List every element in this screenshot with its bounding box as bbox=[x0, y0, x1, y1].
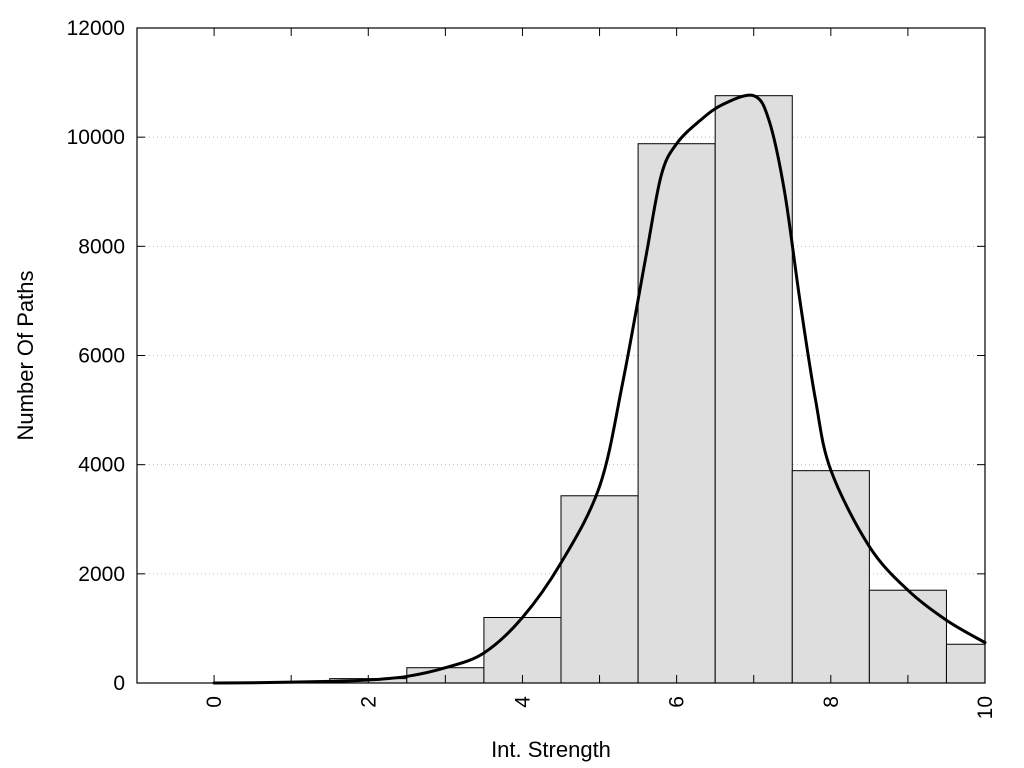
bar bbox=[791, 470, 870, 684]
y-tick-label: 12000 bbox=[67, 17, 125, 40]
x-tick-label: 8 bbox=[820, 696, 843, 708]
y-tick-label: 6000 bbox=[78, 345, 125, 368]
y-tick-label: 4000 bbox=[78, 454, 125, 477]
x-tick-label: 10 bbox=[974, 696, 997, 719]
y-tick-label: 0 bbox=[113, 672, 125, 695]
y-tick-label: 10000 bbox=[67, 126, 125, 149]
bar bbox=[714, 95, 793, 684]
y-tick-label: 2000 bbox=[78, 563, 125, 586]
y-axis-label: Number Of Paths bbox=[13, 271, 38, 441]
y-tick-label: 8000 bbox=[78, 235, 125, 258]
x-axis-ticks: 0 2 4 6 8 10 bbox=[203, 28, 997, 719]
bar bbox=[868, 589, 947, 684]
x-tick-label: 4 bbox=[511, 696, 534, 708]
bar bbox=[637, 143, 716, 684]
bar bbox=[560, 495, 639, 684]
density-curve bbox=[212, 93, 987, 685]
x-tick-label: 2 bbox=[357, 696, 380, 708]
bar bbox=[483, 617, 562, 684]
x-axis-label: Int. Strength bbox=[491, 737, 611, 762]
x-tick-label: 0 bbox=[203, 696, 226, 708]
bars bbox=[252, 95, 986, 684]
x-tick-label: 6 bbox=[666, 696, 689, 708]
y-axis-ticks: 0 2000 4000 6000 8000 10000 12000 bbox=[67, 17, 985, 695]
bar bbox=[945, 643, 986, 684]
